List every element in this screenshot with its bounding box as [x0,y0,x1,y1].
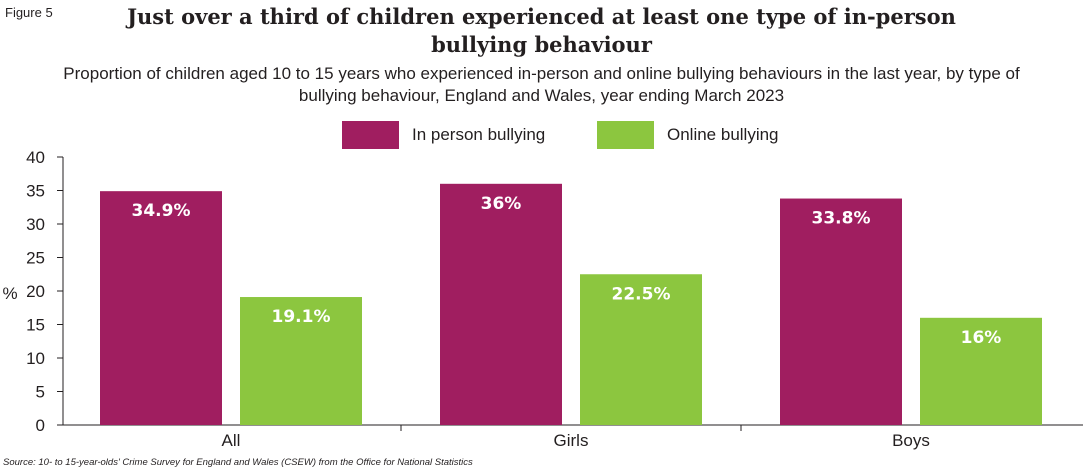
legend-label-online: Online bullying [667,125,779,144]
y-tick-label: 25 [26,249,45,268]
bar [440,183,562,425]
legend-swatch-online [597,121,654,149]
y-tick-label: 0 [36,416,45,435]
legend-swatch-in-person [342,121,399,149]
bar [240,297,362,425]
chart-subtitle: Proportion of children aged 10 to 15 yea… [63,64,1020,105]
bar-data-label: 22.5% [612,284,671,304]
bar [780,198,902,425]
legend-item-online: Online bullying [597,121,779,149]
y-tick-label: 20 [26,282,45,301]
x-category-label: All [222,431,241,450]
x-category-label: Boys [892,431,930,450]
bar-data-label: 34.9% [132,201,191,221]
y-tick-label: 10 [26,349,45,368]
legend-item-in-person: In person bullying [342,121,545,149]
source-note: Source: 10- to 15-year-olds' Crime Surve… [3,457,473,468]
y-axis-label: % [2,284,17,303]
bar-data-label: 19.1% [272,307,331,327]
y-tick-label: 40 [26,148,45,167]
bar [580,274,702,425]
x-category-label: Girls [554,431,589,450]
y-tick-label: 5 [36,383,45,402]
y-tick-label: 15 [26,316,45,335]
bar [920,317,1042,425]
bar-data-label: 33.8% [812,209,871,229]
figure-label: Figure 5 [5,5,53,20]
bar [100,191,222,425]
bar-data-label: 16% [961,328,1002,348]
bar-data-label: 36% [481,194,522,214]
y-tick-label: 30 [26,215,45,234]
legend: In person bullying Online bullying [0,121,1083,149]
y-tick-label: 35 [26,182,45,201]
chart-title: Just over a third of children experience… [127,4,956,57]
legend-label-in-person: In person bullying [412,125,546,144]
